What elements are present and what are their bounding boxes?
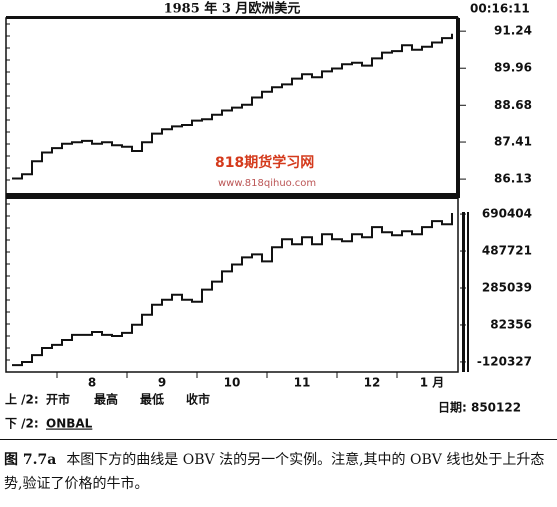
y-tick-label: 91.24 <box>494 24 532 38</box>
legend-item: 最高 <box>94 392 118 407</box>
x-tick-label: 9 <box>158 376 166 390</box>
caption-text: 本图下方的曲线是 OBV 法的另一个实例。注意,其中的 OBV 线也处于上升态势… <box>4 452 545 492</box>
date-label: 日期: 850122 <box>438 400 521 415</box>
x-tick-label: 11 <box>294 376 311 390</box>
x-tick-label: 1 月 <box>420 376 445 390</box>
right-scale-bar <box>462 212 465 372</box>
figure-number: 图 7.7a <box>4 452 57 468</box>
top-border <box>6 16 458 19</box>
data-line <box>12 33 453 180</box>
y-tick-label: 87.41 <box>494 135 532 149</box>
right-scale-bar <box>467 212 469 372</box>
legend-item: 开市 <box>46 392 70 407</box>
chart-title: 1985 年 3 月欧洲美元 <box>164 1 301 17</box>
legend-upper: 上 /2: <box>5 392 39 407</box>
data-line <box>12 213 453 367</box>
y-tick-label: 89.96 <box>494 61 532 75</box>
watermark-brand: 818期货学习网 <box>215 154 314 171</box>
chart: 1985 年 3 月欧洲美元 00:16:11 818期货学习网 www.818… <box>0 1 557 441</box>
legend-item: ONBAL <box>46 417 93 431</box>
watermark-url: www.818qihuo.com <box>218 178 316 189</box>
y-tick-label: 285039 <box>482 280 532 294</box>
y-tick-label: 86.13 <box>494 172 532 186</box>
y-tick-label: 690404 <box>482 207 532 221</box>
y-tick-label: 82356 <box>490 317 532 331</box>
panel-divider <box>6 193 458 199</box>
y-tick-label: -120327 <box>477 354 532 368</box>
legend-item: 最低 <box>140 392 164 407</box>
legend-lower: 下 /2: <box>5 417 39 431</box>
right-scale-bar <box>456 18 460 198</box>
x-tick-label: 8 <box>88 376 96 390</box>
y-tick-label: 487721 <box>482 244 532 258</box>
x-tick-label: 10 <box>224 376 241 390</box>
caption: 图 7.7a 本图下方的曲线是 OBV 法的另一个实例。注意,其中的 OBV 线也… <box>4 448 554 496</box>
x-tick-label: 12 <box>364 376 381 390</box>
y-tick-label: 88.68 <box>494 98 532 112</box>
legend-item: 收市 <box>186 392 210 407</box>
time-label: 00:16:11 <box>470 2 530 16</box>
